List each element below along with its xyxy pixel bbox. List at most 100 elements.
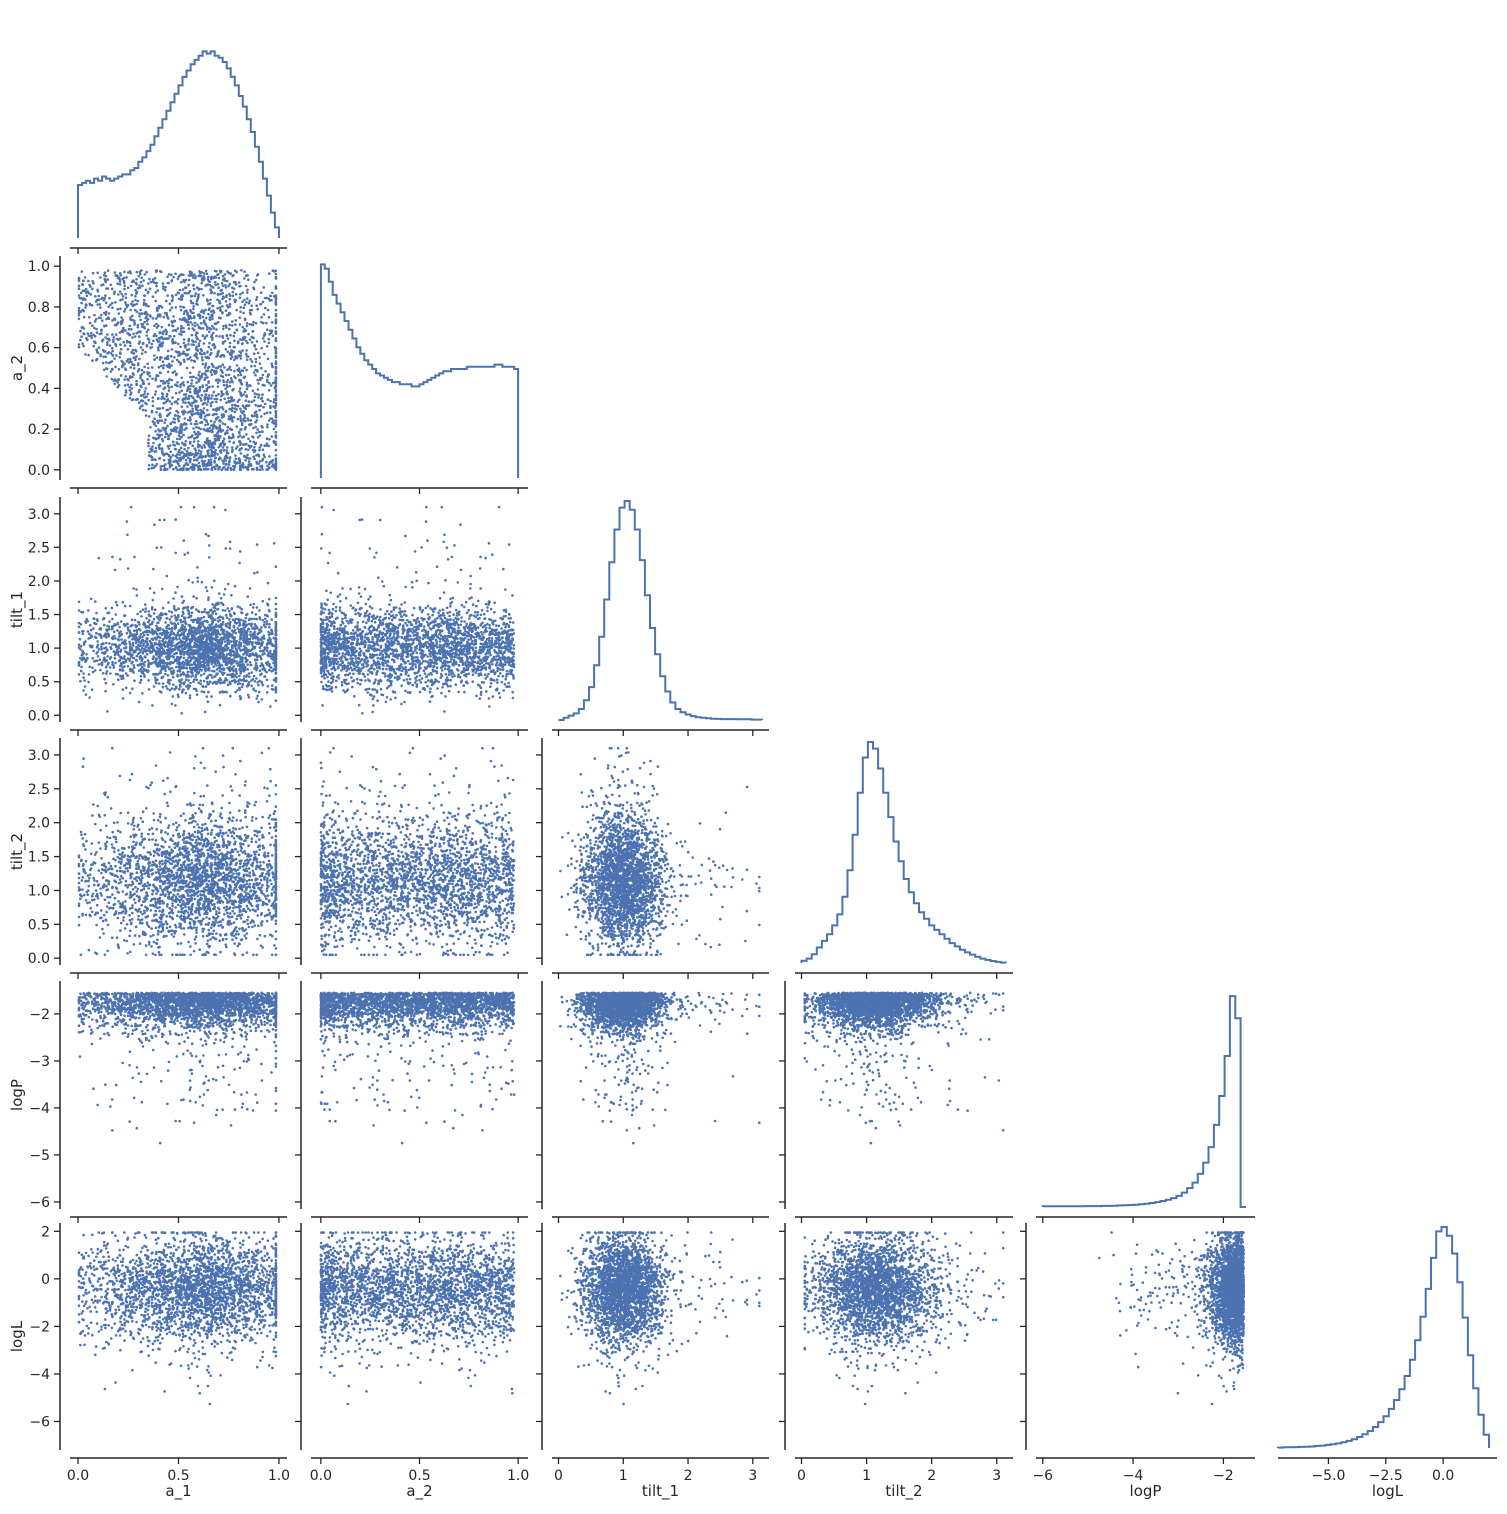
scatter-point (142, 409, 145, 412)
scatter-point (221, 312, 224, 315)
scatter-point (248, 460, 251, 463)
scatter-point (94, 320, 97, 323)
scatter-point (257, 396, 260, 399)
scatter-point (263, 353, 266, 356)
scatter-point (147, 282, 150, 285)
scatter-point (90, 332, 93, 335)
scatter-point (250, 365, 253, 368)
scatter-point (203, 342, 206, 345)
scatter-point (193, 431, 196, 434)
scatter-point (262, 448, 265, 451)
scatter-point (199, 352, 202, 355)
scatter-point (167, 371, 170, 374)
scatter-point (247, 279, 250, 282)
scatter-point (139, 271, 142, 274)
scatter-point (245, 285, 248, 288)
scatter-point (163, 316, 166, 319)
scatter-point (166, 276, 169, 279)
scatter-point (127, 379, 130, 382)
scatter-point (98, 295, 101, 298)
scatter-point (195, 292, 198, 295)
scatter-point (241, 326, 244, 329)
scatter-point (131, 336, 134, 339)
scatter-point (269, 400, 272, 403)
scatter-point (152, 405, 155, 408)
scatter-point (254, 374, 257, 377)
scatter-point (203, 272, 206, 275)
scatter-point (225, 410, 228, 413)
scatter-point (245, 353, 248, 356)
scatter-point (111, 306, 114, 309)
scatter-point (81, 309, 84, 312)
scatter-point (226, 280, 229, 283)
scatter-point (136, 384, 139, 387)
scatter-point (123, 288, 126, 291)
scatter-point (262, 301, 265, 304)
scatter-point (162, 285, 165, 288)
scatter-point (257, 352, 260, 355)
scatter-point (149, 375, 152, 378)
scatter-point (257, 436, 260, 439)
scatter-point (222, 363, 225, 366)
scatter-point (194, 322, 197, 325)
scatter-point (246, 358, 249, 361)
scatter-point (240, 452, 243, 455)
scatter-point (155, 425, 158, 428)
scatter-point (144, 351, 147, 354)
scatter-point (240, 420, 243, 423)
scatter-point (246, 291, 249, 294)
scatter-point (267, 309, 270, 312)
scatter-point (192, 427, 195, 430)
scatter-point (275, 309, 278, 312)
scatter-point (245, 456, 248, 459)
scatter-point (123, 378, 126, 381)
scatter-point (91, 359, 94, 362)
scatter-point (131, 387, 134, 390)
scatter-point (233, 335, 236, 338)
scatter-point (267, 358, 270, 361)
scatter-point (246, 325, 249, 328)
scatter-point (231, 446, 234, 449)
scatter-point (175, 306, 178, 309)
scatter-point (182, 434, 185, 437)
scatter-point (171, 360, 174, 363)
scatter-point (169, 444, 172, 447)
scatter-point (239, 387, 242, 390)
scatter-point (229, 385, 232, 388)
scatter-point (178, 420, 181, 423)
scatter-point (146, 334, 149, 337)
scatter-point (85, 303, 88, 306)
scatter-point (184, 417, 187, 420)
scatter-point (246, 454, 249, 457)
scatter-point (124, 293, 127, 296)
scatter-point (255, 322, 258, 325)
scatter-point (190, 382, 193, 385)
scatter-point (137, 362, 140, 365)
scatter-point (173, 356, 176, 359)
scatter-point (268, 438, 271, 441)
scatter-point (201, 356, 204, 359)
scatter-point (133, 322, 136, 325)
scatter-point (138, 315, 141, 318)
scatter-point (234, 411, 237, 414)
scatter-point (187, 343, 190, 346)
scatter-point (253, 458, 256, 461)
scatter-point (162, 393, 165, 396)
scatter-point (236, 364, 239, 367)
scatter-point (157, 385, 160, 388)
scatter-point (226, 351, 229, 354)
scatter-point (249, 384, 252, 387)
scatter-point (268, 382, 271, 385)
scatter-point (148, 435, 151, 438)
scatter-point (231, 396, 234, 399)
scatter-point (244, 319, 247, 322)
scatter-point (118, 368, 121, 371)
scatter-point (135, 380, 138, 383)
scatter-point (221, 305, 224, 308)
scatter-point (227, 426, 230, 429)
scatter-point (175, 294, 178, 297)
scatter-point (255, 361, 258, 364)
scatter-point (218, 277, 221, 280)
scatter-point (92, 282, 95, 285)
